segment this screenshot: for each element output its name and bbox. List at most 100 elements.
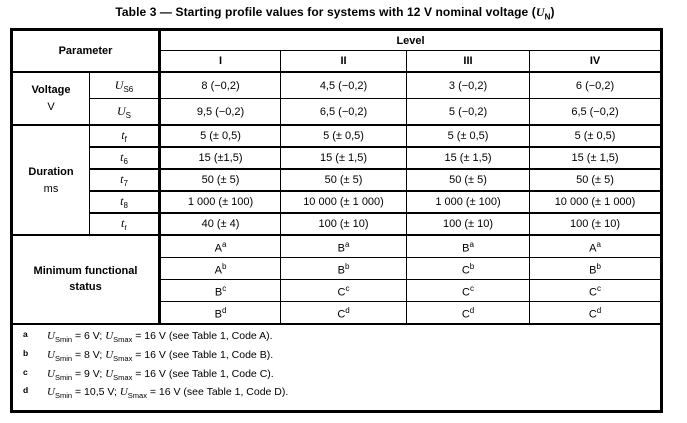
status-cell: Cc [280, 279, 408, 303]
status-footnote-ref: a [469, 239, 474, 249]
status-cell: Bd [158, 301, 282, 326]
symbol-base: U [47, 386, 55, 399]
param-symbol-us6-cell: US6 [88, 71, 161, 100]
value-cell: 1 000 (± 100) [158, 190, 282, 215]
value-cell: 5 (± 0,5) [406, 124, 531, 149]
status-group-label: Minimum functional status [33, 264, 138, 293]
voltage-group-label: Voltage [31, 84, 71, 97]
status-group-cell: Minimum functional status [10, 234, 161, 326]
value-cell: 15 (± 1,5) [280, 146, 408, 171]
starting-profile-table: Parameter Level I II III IV Voltage V US… [10, 28, 664, 414]
symbol-base: t [120, 150, 124, 165]
symbol-base: U [47, 367, 55, 380]
status-cell: Aa [158, 234, 282, 259]
status-footnote-ref: d [596, 305, 602, 315]
symbol-subscript: S [125, 110, 132, 120]
value-cell: 5 (± 0,5) [280, 124, 408, 149]
value-cell: 9,5 (−0,2) [158, 98, 282, 127]
footnote-mark: c [23, 366, 28, 377]
status-footnote-ref: c [222, 283, 227, 293]
header-level-cell: Level [158, 29, 663, 52]
footnote-line: c USmin = 9 V; USmax = 16 V (see Table 1,… [21, 366, 656, 382]
value-cell: 15 (±1,5) [158, 146, 282, 171]
duration-group-unit: ms [43, 182, 59, 195]
status-letter: B [214, 308, 222, 321]
status-footnote-ref: c [597, 283, 601, 293]
value-cell: 6 (−0,2) [529, 71, 663, 100]
value-cell: 6,5 (−0,2) [280, 98, 408, 127]
value-cell: 10 000 (± 1 000) [529, 190, 663, 215]
symbol-base: U [105, 348, 114, 361]
symbol-base: t [120, 172, 124, 187]
header-level-iii-cell: III [406, 50, 531, 74]
voltage-symbol-subscript: N [544, 12, 551, 22]
symbol-subscript: Smin [54, 335, 73, 345]
symbol-subscript: Smax [113, 335, 133, 345]
value-cell: 50 (± 5) [280, 168, 408, 193]
status-cell: Bc [158, 279, 282, 303]
status-letter: B [337, 242, 345, 255]
status-letter: B [589, 264, 597, 277]
value-cell: 40 (± 4) [158, 212, 282, 237]
status-letter: C [337, 286, 346, 299]
symbol-subscript: 6 [123, 157, 128, 167]
status-footnote-ref: b [344, 261, 350, 271]
status-cell: Cb [406, 257, 531, 281]
symbol-subscript: r [124, 223, 128, 233]
table-title-suffix: ) [550, 5, 555, 19]
symbol-base: t [121, 216, 125, 231]
param-symbol-t7-cell: t7 [88, 168, 161, 193]
status-footnote-ref: b [221, 261, 227, 271]
symbol-base: U [105, 330, 114, 343]
footnote-text: USmin = 8 V; USmax = 16 V (see Table 1, … [47, 348, 274, 364]
duration-group-cell: Duration ms [11, 124, 90, 237]
table-title-text: Table 3 — Starting profile values for sy… [115, 5, 536, 19]
param-symbol-tr-cell: tr [88, 212, 161, 237]
status-cell: Bb [280, 257, 408, 281]
symbol-subscript: Smax [113, 354, 133, 364]
status-letter: B [214, 286, 223, 299]
status-cell: Bb [529, 257, 663, 281]
value-cell: 5 (± 0,5) [529, 124, 663, 149]
symbol-base: t [120, 194, 124, 209]
status-cell: Cd [280, 301, 408, 326]
status-letter: C [461, 308, 470, 321]
value-cell: 5 (± 0,5) [158, 124, 282, 149]
symbol-subscript: Smin [54, 391, 73, 401]
symbol-subscript: Smin [54, 372, 73, 382]
symbol-subscript: Smax [127, 391, 147, 401]
footnote-line: d USmin = 10,5 V; USmax = 16 V (see Table… [21, 385, 656, 401]
status-cell: Ba [280, 234, 408, 259]
status-letter: C [337, 308, 346, 321]
symbol-subscript: 8 [123, 201, 128, 211]
header-level-iv-cell: IV [529, 50, 663, 74]
footnote-line: b USmin = 8 V; USmax = 16 V (see Table 1,… [21, 347, 656, 364]
value-cell: 15 (± 1,5) [406, 146, 531, 171]
status-letter: A [214, 242, 222, 255]
status-footnote-ref: c [469, 283, 474, 293]
symbol-subscript: S6 [123, 84, 134, 94]
symbol-subscript: Smin [54, 354, 73, 364]
status-footnote-ref: d [469, 305, 475, 315]
value-cell: 4,5 (−0,2) [280, 71, 408, 100]
header-parameter-cell: Parameter [10, 29, 161, 74]
footnote-mark: d [23, 385, 29, 396]
status-letter: B [337, 264, 345, 277]
voltage-group-unit: V [47, 101, 55, 114]
value-cell: 1 000 (± 100) [406, 190, 531, 215]
value-cell: 8 (−0,2) [158, 71, 282, 100]
symbol-subscript: f [124, 135, 127, 145]
value-cell: 10 000 (± 1 000) [280, 190, 408, 215]
status-cell: Cd [529, 301, 663, 326]
status-letter: C [461, 264, 470, 277]
status-letter: C [589, 286, 597, 299]
footnote-mark: b [23, 347, 29, 358]
symbol-base: U [119, 386, 128, 399]
footnote-text: USmin = 6 V; USmax = 16 V (see Table 1, … [47, 330, 273, 345]
table-title: Table 3 — Starting profile values for sy… [10, 0, 660, 21]
symbol-base: U [117, 103, 126, 118]
voltage-group-cell: Voltage V [11, 71, 90, 127]
status-cell: Cc [529, 279, 663, 303]
param-symbol-us-cell: US [88, 98, 161, 127]
status-footnote-ref: b [469, 261, 475, 271]
